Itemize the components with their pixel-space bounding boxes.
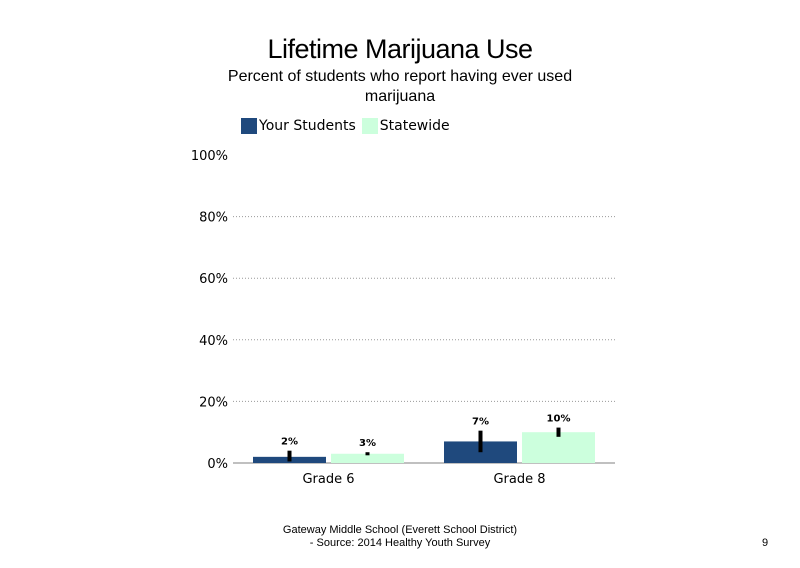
legend-item-statewide: Statewide (361, 118, 450, 134)
legend-swatch-statewide (361, 118, 378, 134)
legend-swatch-your-students (241, 118, 257, 134)
page-number: 9 (762, 537, 769, 549)
data-label: 2% (281, 437, 298, 448)
x-tick-label: Grade 8 (493, 472, 545, 487)
legend-label-your-students: Your Students (259, 118, 356, 134)
y-tick-label: 100% (191, 149, 228, 164)
y-tick-label: 60% (199, 272, 228, 287)
y-tick-label: 80% (199, 211, 228, 226)
legend: Your Students Statewide (241, 117, 456, 135)
footer: Gateway Middle School (Everett School Di… (200, 524, 600, 550)
chart-subtitle: Percent of students who report having ev… (227, 68, 573, 105)
y-tick-label: 40% (199, 334, 228, 349)
data-label: 3% (359, 438, 376, 449)
data-label: 7% (472, 417, 489, 428)
footer-source: - Source: 2014 Healthy Youth Survey (309, 537, 491, 549)
x-tick-label: Grade 6 (302, 472, 354, 487)
legend-label-statewide: Statewide (379, 118, 450, 134)
footer-school: Gateway Middle School (Everett School Di… (282, 524, 518, 536)
y-tick-label: 0% (207, 457, 228, 472)
bar (331, 453, 404, 463)
bar (522, 432, 595, 463)
chart-title: Lifetime Marijuana Use (267, 34, 533, 64)
y-tick-label: 20% (199, 395, 228, 410)
legend-item-your-students: Your Students (241, 118, 356, 134)
data-label: 10% (547, 414, 571, 425)
